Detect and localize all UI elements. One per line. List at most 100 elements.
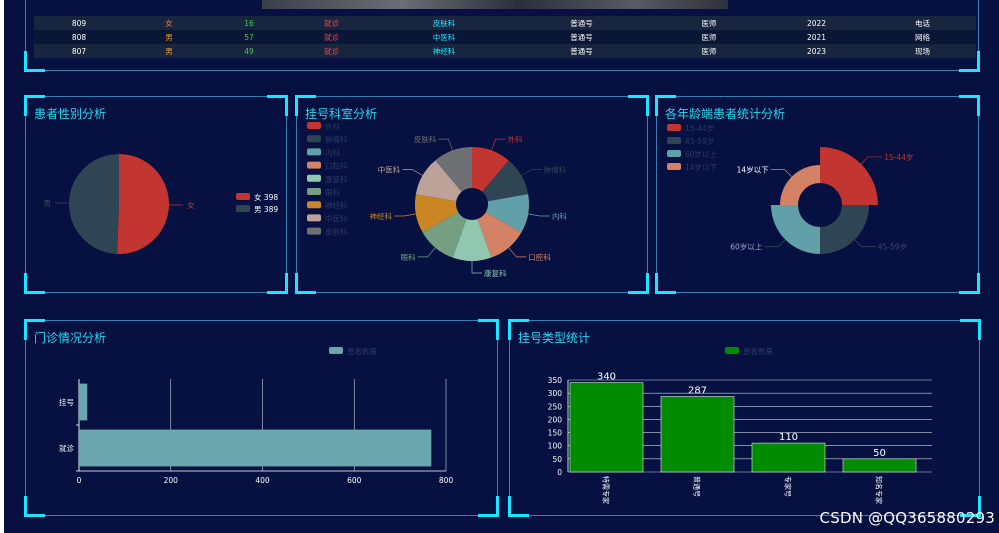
y-tick-label: 300 — [548, 389, 563, 398]
gender-panel: 患者性别分析 女 男 女 398 男 389 — [24, 95, 288, 294]
table-cell: 医师 — [654, 30, 764, 44]
corner-decoration — [959, 51, 980, 72]
legend-swatch — [307, 148, 321, 156]
leader-line — [402, 169, 423, 176]
rose-slice-15-44岁 — [820, 147, 878, 205]
legend-swatch — [307, 201, 321, 209]
table-cell: 普通号 — [509, 16, 654, 30]
y-tick-label: 150 — [548, 429, 563, 438]
table-cell: 神经科 — [379, 44, 509, 58]
x-tick-label: 普通号 — [693, 476, 702, 497]
age-panel: 各年龄端患者统计分析 15-44岁 45-59岁 60岁以上 14岁以下 15-44岁 4… — [655, 95, 980, 294]
slice-label: 15-44岁 — [884, 152, 913, 162]
legend-swatch — [307, 227, 321, 235]
legend-item: 中医科 — [325, 213, 348, 223]
background-photo-strip — [262, 0, 728, 9]
y-tick-label: 100 — [548, 442, 563, 451]
registration-type-panel: 挂号类型统计 患者数量 0 50 100 150 200 250 300 350 340 特需专家 2… — [508, 319, 981, 517]
x-tick-label: 知名专家 — [875, 476, 884, 504]
table-cell: 男 — [124, 44, 214, 58]
legend-swatch — [307, 214, 321, 222]
corner-decoration — [508, 496, 529, 517]
legend-swatch — [307, 174, 321, 182]
bar-普通号 — [660, 396, 735, 473]
record-table: 809 女 16 就诊 皮肤科 普通号 医师 2022 电话 808 男 57 就诊 中医科 普通号 医师 20… — [34, 16, 976, 58]
legend-swatch — [236, 205, 250, 212]
gender-chart-title: 患者性别分析 — [34, 107, 107, 121]
table-row: 807 男 49 就诊 神经科 普通号 医师 2023 现场 — [34, 44, 976, 58]
slice-label: 康复科 — [484, 268, 507, 278]
leader-line — [854, 239, 876, 248]
table-cell: 普通号 — [509, 30, 654, 44]
legend-swatch — [307, 135, 321, 143]
legend-item: 肿瘤科 — [325, 134, 348, 144]
record-table-panel: 809 女 16 就诊 皮肤科 普通号 医师 2022 电话 808 男 57 就诊 中医科 普通号 医师 20… — [24, 0, 980, 72]
legend-item: 患者数量 — [743, 346, 773, 356]
leader-line — [528, 213, 550, 217]
table-cell: 49 — [214, 44, 284, 58]
corner-decoration — [959, 95, 980, 116]
table-cell: 医师 — [654, 16, 764, 30]
rose-slice-60岁以上 — [771, 205, 820, 254]
x-tick-label: 特需专家 — [602, 476, 611, 504]
legend-swatch — [667, 163, 681, 170]
corner-decoration — [24, 496, 45, 517]
legend-item: 神经科 — [325, 200, 348, 210]
department-panel: 挂号科室分析 外科 肿瘤科 内科 口腔科 康复科 眼科 神经科 中医科 皮肤科 外科 肿瘤科 内科 口腔… — [295, 95, 649, 294]
legend-swatch — [667, 124, 681, 131]
table-cell: 普通号 — [509, 44, 654, 58]
y-tick-label: 350 — [548, 376, 563, 385]
y-tick-label: 0 — [557, 468, 562, 477]
legend-swatch — [307, 122, 321, 129]
table-cell: 医师 — [654, 44, 764, 58]
slice-label: 眼科 — [401, 252, 416, 262]
leader-line — [521, 169, 542, 176]
pie-slice-神经科 — [415, 194, 459, 233]
slice-label: 45-59岁 — [878, 242, 907, 252]
table-cell: 808 — [34, 30, 124, 44]
leader-line — [471, 261, 482, 274]
corner-decoration — [24, 319, 45, 340]
data-label: 110 — [779, 432, 798, 443]
slice-label: 外科 — [508, 134, 523, 144]
clinic-chart-title: 门诊情况分析 — [34, 331, 107, 345]
leader-line — [438, 138, 453, 151]
y-tick-label: 就诊 — [59, 443, 74, 453]
slice-label: 女 — [187, 200, 195, 210]
pie-slice-口腔科 — [477, 212, 522, 258]
legend-swatch — [667, 150, 681, 157]
corner-decoration — [478, 319, 499, 340]
registration-type-bar-chart: 患者数量 0 50 100 150 200 250 300 350 340 特需专家 287 普通号 11… — [548, 346, 932, 504]
slice-label: 男 — [44, 199, 52, 208]
data-label: 340 — [597, 372, 616, 383]
table-cell: 男 — [124, 30, 214, 44]
y-tick-label: 200 — [548, 415, 563, 424]
bar-就诊 — [79, 429, 432, 467]
department-pie-chart: 外科肿瘤科内科口腔科康复科眼科神经科中医科皮肤科外科肿瘤科内科口腔科康复科眼科神… — [307, 121, 567, 278]
table-cell: 2023 — [764, 44, 869, 58]
pie-slice-眼科 — [422, 212, 467, 258]
table-row: 808 男 57 就诊 中医科 普通号 医师 2021 网络 — [34, 30, 976, 44]
corner-decoration — [655, 95, 676, 116]
legend-swatch — [307, 188, 321, 195]
corner-decoration — [267, 95, 288, 116]
data-label: 50 — [873, 448, 886, 459]
pie-slice-女 — [117, 154, 170, 254]
y-tick-label: 挂号 — [59, 397, 74, 407]
registration-type-chart-title: 挂号类型统计 — [518, 331, 591, 345]
dashboard: 809 女 16 就诊 皮肤科 普通号 医师 2022 电话 808 男 57 就诊 中医科 普通号 医师 20… — [4, 0, 999, 533]
x-tick-label: 400 — [255, 476, 270, 485]
pie-slice-中医科 — [415, 160, 462, 202]
pie-slice-肿瘤科 — [482, 160, 529, 202]
bar-挂号 — [79, 383, 88, 421]
age-rose-chart: 15-44岁 45-59岁 60岁以上 14岁以下 15-44岁 45-59岁 60岁以上 1… — [667, 123, 913, 254]
legend-item: 患者数量 — [347, 346, 377, 356]
leader-line — [491, 138, 506, 151]
corner-decoration — [478, 496, 499, 517]
data-label: 287 — [688, 386, 707, 397]
leader-line — [860, 156, 883, 165]
legend-item: 14岁以下 — [685, 162, 718, 172]
table-cell: 2021 — [764, 30, 869, 44]
legend-item: 15-44岁 — [685, 123, 714, 133]
leader-line — [508, 247, 527, 258]
